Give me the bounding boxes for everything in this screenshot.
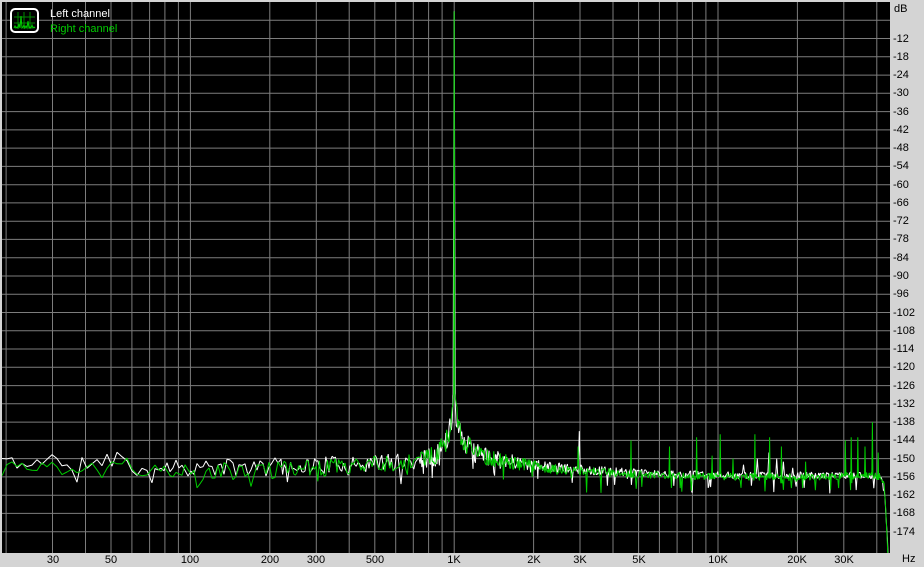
y-tick-label: -36 bbox=[893, 106, 909, 118]
y-tick-label: -90 bbox=[893, 270, 909, 282]
x-tick-label: 200 bbox=[260, 554, 280, 566]
y-tick-label: -126 bbox=[893, 380, 916, 392]
y-tick-label: -72 bbox=[893, 215, 909, 227]
y-tick-label: -24 bbox=[893, 69, 909, 81]
y-tick-label: -114 bbox=[893, 343, 915, 355]
y-tick-label: -18 bbox=[893, 51, 909, 63]
y-tick-label: -138 bbox=[893, 416, 916, 428]
y-tick-label: -84 bbox=[893, 252, 909, 264]
y-tick-label: -156 bbox=[893, 471, 916, 483]
legend-right-channel-label: Right channel bbox=[50, 23, 118, 35]
x-tick-label: 1K bbox=[447, 554, 461, 566]
y-tick-label: -150 bbox=[893, 453, 916, 465]
x-tick-label: 10K bbox=[708, 554, 728, 566]
x-tick-label: 300 bbox=[306, 554, 326, 566]
y-tick-label: -54 bbox=[893, 160, 909, 172]
y-tick-label: -30 bbox=[893, 87, 909, 99]
y-tick-label: -42 bbox=[893, 124, 909, 136]
legend: Left channel Right channel bbox=[0, 0, 300, 40]
legend-left-channel-label: Left channel bbox=[50, 8, 110, 20]
y-tick-label: -102 bbox=[893, 307, 916, 319]
x-tick-label: 30K bbox=[834, 554, 854, 566]
x-tick-label: 30 bbox=[46, 554, 60, 566]
y-tick-label: -168 bbox=[893, 507, 916, 519]
y-tick-label: -66 bbox=[893, 197, 909, 209]
y-tick-label: -48 bbox=[893, 142, 909, 154]
y-tick-label: -144 bbox=[893, 434, 916, 446]
y-tick-label: -60 bbox=[893, 179, 909, 191]
y-tick-label: -162 bbox=[893, 489, 916, 501]
y-tick-label: -78 bbox=[893, 233, 909, 245]
spectrum-icon bbox=[10, 8, 39, 33]
x-axis-unit-label: Hz bbox=[902, 553, 916, 565]
x-tick-label: 5K bbox=[632, 554, 646, 566]
y-axis-unit-label: dB bbox=[894, 3, 908, 15]
y-tick-label: -12 bbox=[893, 33, 909, 45]
y-tick-label: -132 bbox=[893, 398, 916, 410]
y-tick-label: -120 bbox=[893, 361, 916, 373]
x-tick-label: 3K bbox=[573, 554, 587, 566]
x-tick-label: 20K bbox=[787, 554, 807, 566]
x-tick-label: 2K bbox=[527, 554, 541, 566]
x-tick-label: 500 bbox=[365, 554, 385, 566]
x-tick-label: 50 bbox=[104, 554, 118, 566]
y-tick-label: -96 bbox=[893, 288, 909, 300]
x-tick-label: 100 bbox=[180, 554, 200, 566]
y-tick-label: -108 bbox=[893, 325, 916, 337]
y-tick-label: -174 bbox=[893, 526, 916, 538]
